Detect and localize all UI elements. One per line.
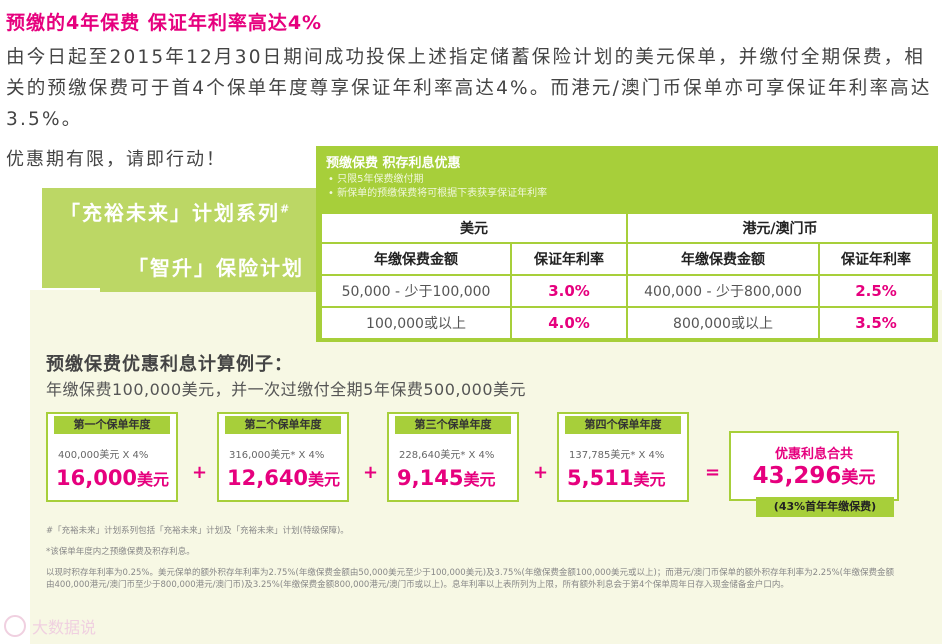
year-result-unit: 美元 <box>633 470 666 489</box>
promo-bullet: • 只限5年保费缴付期 <box>328 174 424 185</box>
year-1-box: 第一个保单年度 400,000美元 X 4% 16,000美元 <box>46 412 178 502</box>
promo-heading: 预缴保费 积存利息优惠 <box>326 156 461 171</box>
year-formula: 400,000美元 X 4% <box>58 450 149 461</box>
year-formula: 316,000美元* X 4% <box>229 450 325 461</box>
hkd-header: 港元/澳门币 <box>626 212 934 244</box>
year-result-unit: 美元 <box>308 470 341 489</box>
year-result-value: 12,640 <box>227 466 309 490</box>
rates-table: 美元 港元/澳门币 年缴保费金额 保证年利率 年缴保费金额 保证年利率 50,0… <box>320 212 934 340</box>
year-2-box: 第二个保单年度 316,000美元* X 4% 12,640美元 <box>217 412 349 502</box>
plus-sign: + <box>363 462 379 483</box>
usd-rate: 4.0% <box>510 306 628 340</box>
year-formula: 137,785美元* X 4% <box>569 450 665 461</box>
hkd-rate: 2.5% <box>818 274 934 308</box>
col-rate-header: 保证年利率 <box>510 242 628 276</box>
watermark-text: 大数据说 <box>32 618 97 637</box>
year-result-unit: 美元 <box>463 470 496 489</box>
year-3-box: 第三个保单年度 228,640美元* X 4% 9,145美元 <box>387 412 519 502</box>
year-result-value: 16,000 <box>56 466 138 490</box>
total-interest-box: 优惠利息合共 43,296美元 <box>729 431 899 501</box>
col-premium-header: 年缴保费金额 <box>320 242 512 276</box>
year-tag: 第四个保单年度 <box>565 416 681 434</box>
year-result: 12,640美元 <box>227 466 340 490</box>
watermark: 大数据说 <box>4 614 96 638</box>
year-result: 9,145美元 <box>397 466 495 490</box>
watermark-logo-icon <box>4 615 26 637</box>
footnote: *该保单年度内之预缴保费及积存利息。 <box>46 547 195 557</box>
equals-sign: = <box>705 462 721 483</box>
plus-sign: + <box>533 462 549 483</box>
hkd-rate: 3.5% <box>818 306 934 340</box>
offer-intro: 由今日起至2015年12月30日期间成功投保上述指定储蓄保险计划的美元保单，并缴… <box>6 47 932 130</box>
offer-title: 预缴的4年保费 保证年利率高达4% <box>6 12 323 34</box>
hkd-amount: 400,000 - 少于800,000 <box>626 274 820 308</box>
hkd-amount: 800,000或以上 <box>626 306 820 340</box>
table-row: 100,000或以上 4.0% 800,000或以上 3.5% <box>320 306 934 340</box>
usd-rate: 3.0% <box>510 274 628 308</box>
usd-header: 美元 <box>320 212 628 244</box>
year-result: 5,511美元 <box>567 466 665 490</box>
plan-series-2: 「智升」保险计划 <box>128 256 304 280</box>
year-result-unit: 美元 <box>137 470 170 489</box>
total-amount: 43,296美元 <box>731 463 897 489</box>
col-premium-header: 年缴保费金额 <box>626 242 820 276</box>
year-result: 16,000美元 <box>56 466 169 490</box>
year-formula: 228,640美元* X 4% <box>399 450 495 461</box>
plan-series-1: 「充裕未来」计划系列# <box>60 197 291 226</box>
total-amount-unit: 美元 <box>841 468 876 488</box>
example-title: 预缴保费优惠利息计算例子： <box>46 354 293 375</box>
plan-series-1-mark: # <box>280 202 292 216</box>
plus-sign: + <box>192 462 208 483</box>
col-rate-header: 保证年利率 <box>818 242 934 276</box>
total-note: (43%首年年缴保费) <box>756 497 894 517</box>
total-amount-value: 43,296 <box>752 463 842 489</box>
usd-amount: 50,000 - 少于100,000 <box>320 274 512 308</box>
footnote: #「充裕未来」计划系列包括「充裕未来」计划及「充裕未来」计划(特级保障)。 <box>46 526 349 536</box>
year-result-value: 5,511 <box>567 466 634 490</box>
footnote: 以现时积存年利率为0.25%。美元保单的额外积存年利率为2.75%(年缴保费金额… <box>46 568 895 590</box>
promo-bullet: • 新保单的预缴保费将可根据下表获享保证年利率 <box>328 188 548 199</box>
year-4-box: 第四个保单年度 137,785美元* X 4% 5,511美元 <box>557 412 689 502</box>
example-description: 年缴保费100,000美元，并一次过缴付全期5年保费500,000美元 <box>46 380 527 399</box>
year-result-value: 9,145 <box>397 466 464 490</box>
plan-series-1-label: 「充裕未来」计划系列 <box>60 201 280 225</box>
year-tag: 第一个保单年度 <box>54 416 170 434</box>
total-label: 优惠利息合共 <box>774 447 853 462</box>
series-band-lower <box>100 232 332 292</box>
year-tag: 第二个保单年度 <box>225 416 341 434</box>
year-tag: 第三个保单年度 <box>395 416 511 434</box>
usd-amount: 100,000或以上 <box>320 306 512 340</box>
table-row: 50,000 - 少于100,000 3.0% 400,000 - 少于800,… <box>320 274 934 308</box>
limited-offer-text: 优惠期有限，请即行动！ <box>6 149 226 170</box>
